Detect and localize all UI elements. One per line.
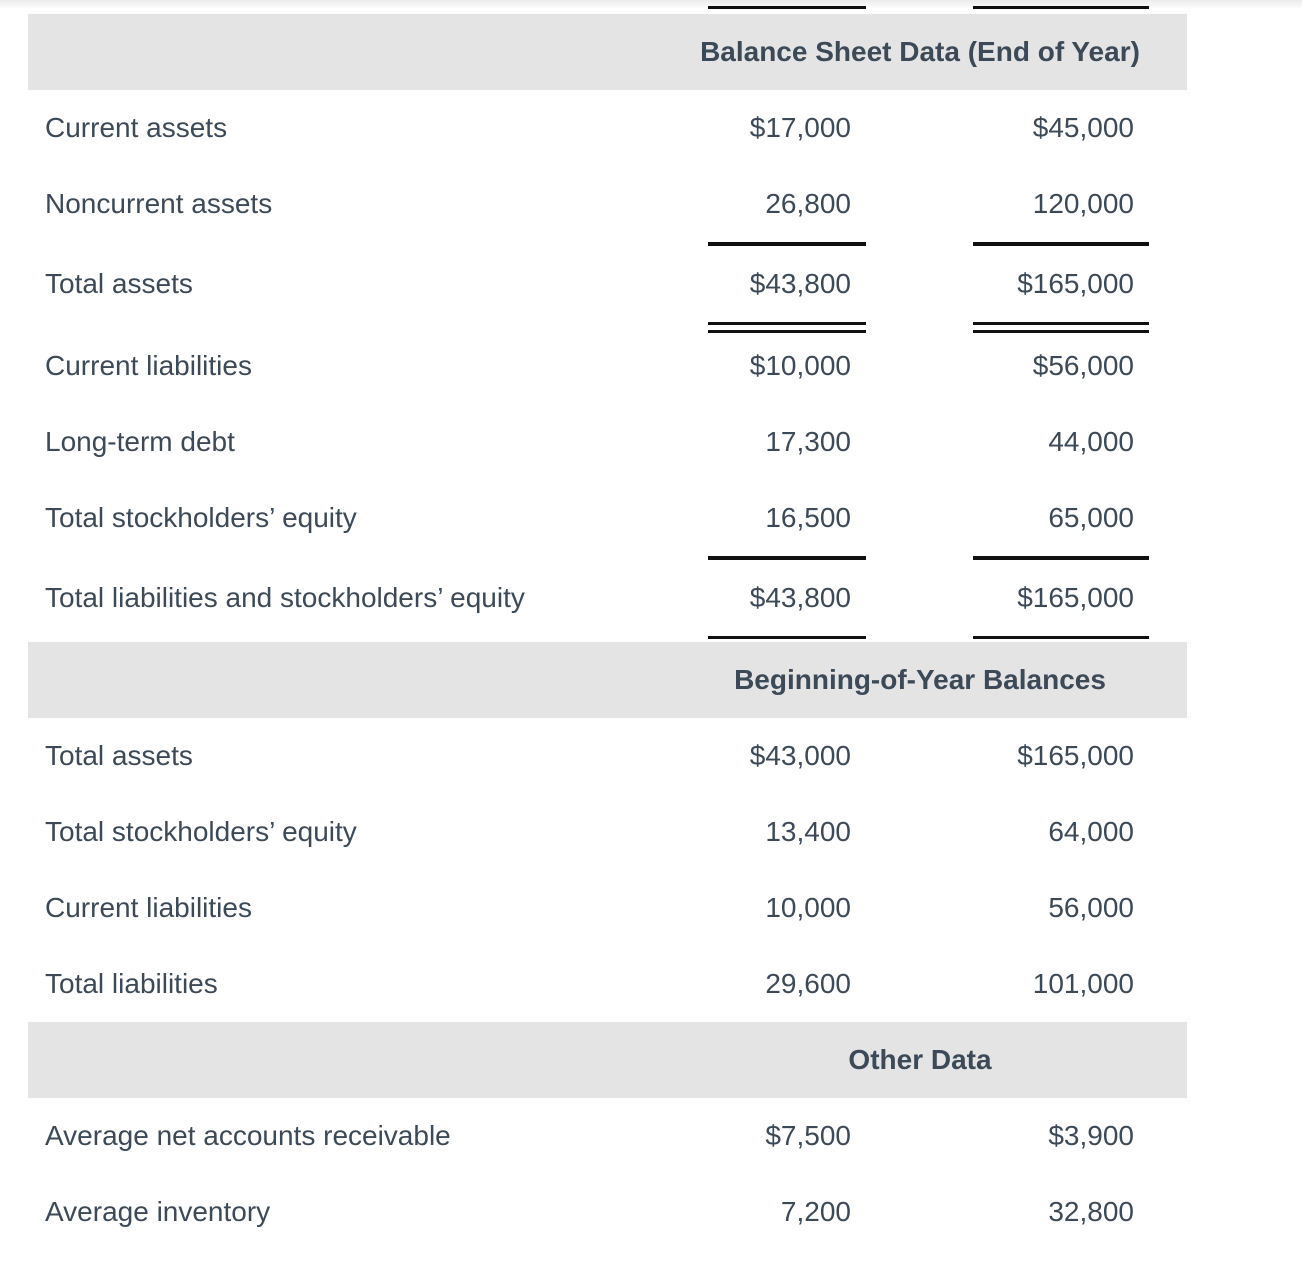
row-label: Average net accounts receivable xyxy=(45,1120,451,1151)
single-accounting-rule xyxy=(0,242,1302,246)
row-value-c1: 29,600 xyxy=(765,968,851,999)
top-edge-shadow xyxy=(0,0,1302,9)
table-row: Average net accounts receivable $7,500 $3,… xyxy=(0,1098,1302,1174)
row-value-c2: 120,000 xyxy=(1032,188,1134,219)
table-row: Total stockholders’ equity 13,400 64,000 xyxy=(0,794,1302,870)
row-value-c2: $165,000 xyxy=(1017,268,1134,299)
row-value-c2: $3,900 xyxy=(1048,1120,1134,1151)
row-value-c1: $17,000 xyxy=(749,112,851,143)
column-rule-c2 xyxy=(973,242,1149,246)
row-value-c1: 16,500 xyxy=(765,502,851,533)
table-row: Current liabilities $10,000 $56,000 xyxy=(0,328,1302,404)
row-label: Noncurrent assets xyxy=(45,188,273,219)
section-header-title: Other Data xyxy=(848,1044,992,1075)
row-value-c2: 32,800 xyxy=(1048,1196,1134,1227)
row-value-c1: 10,000 xyxy=(765,892,851,923)
row-label: Total stockholders’ equity xyxy=(45,502,357,533)
section-header-title: Beginning-of-Year Balances xyxy=(734,664,1106,695)
row-value-c1: $43,000 xyxy=(749,740,851,771)
row-label: Total assets xyxy=(45,268,193,299)
financial-data-table: Balance Sheet Data (End of Year) Current … xyxy=(0,6,1302,1250)
row-value-c2: 64,000 xyxy=(1048,816,1134,847)
row-value-c2: 101,000 xyxy=(1032,968,1134,999)
row-value-c2: 65,000 xyxy=(1048,502,1134,533)
table-row: Total stockholders’ equity 16,500 65,000 xyxy=(0,480,1302,556)
section-header-title: Balance Sheet Data (End of Year) xyxy=(700,36,1140,67)
section-header-band: Balance Sheet Data (End of Year) xyxy=(28,14,1187,90)
row-value-c2: 44,000 xyxy=(1048,426,1134,457)
row-value-c2: $56,000 xyxy=(1032,350,1134,381)
row-label: Current liabilities xyxy=(45,892,252,923)
row-value-c2: $165,000 xyxy=(1017,740,1134,771)
table-row: Total liabilities 29,600 101,000 xyxy=(0,946,1302,1022)
row-value-c2: 56,000 xyxy=(1048,892,1134,923)
table-row: Long-term debt 17,300 44,000 xyxy=(0,404,1302,480)
table-row: Current assets $17,000 $45,000 xyxy=(0,90,1302,166)
row-value-c2: $45,000 xyxy=(1032,112,1134,143)
row-value-c1: 13,400 xyxy=(765,816,851,847)
row-value-c1: $10,000 xyxy=(749,350,851,381)
table-row: Total assets $43,000 $165,000 xyxy=(0,718,1302,794)
row-value-c1: 7,200 xyxy=(780,1196,851,1227)
row-value-c2: $165,000 xyxy=(1017,582,1134,613)
section-header-band: Beginning-of-Year Balances xyxy=(28,642,1187,718)
row-label: Total liabilities and stockholders’ equi… xyxy=(45,582,525,613)
row-value-c1: $43,800 xyxy=(749,582,851,613)
row-value-c1: $43,800 xyxy=(749,268,851,299)
column-rule-c1 xyxy=(708,556,866,560)
double-accounting-rule xyxy=(0,322,1302,333)
column-rule-c1 xyxy=(708,242,866,246)
row-value-c1: $7,500 xyxy=(765,1120,851,1151)
row-label: Average inventory xyxy=(45,1196,271,1227)
column-rule-c2 xyxy=(973,322,1149,333)
table-row: Current liabilities 10,000 56,000 xyxy=(0,870,1302,946)
table-row: Average inventory 7,200 32,800 xyxy=(0,1174,1302,1250)
table-row: Total assets $43,800 $165,000 xyxy=(0,246,1302,322)
row-label: Total liabilities xyxy=(45,968,218,999)
row-label: Long-term debt xyxy=(45,426,235,457)
row-value-c1: 17,300 xyxy=(765,426,851,457)
row-label: Current assets xyxy=(45,112,228,143)
table-row: Total liabilities and stockholders’ equi… xyxy=(0,560,1302,636)
column-rule-c1 xyxy=(708,322,866,333)
row-label: Total stockholders’ equity xyxy=(45,816,357,847)
row-value-c1: 26,800 xyxy=(765,188,851,219)
single-accounting-rule xyxy=(0,556,1302,560)
table-row: Noncurrent assets 26,800 120,000 xyxy=(0,166,1302,242)
row-label: Current liabilities xyxy=(45,350,252,381)
section-header-band: Other Data xyxy=(28,1022,1187,1098)
row-label: Total assets xyxy=(45,740,193,771)
column-rule-c2 xyxy=(973,556,1149,560)
